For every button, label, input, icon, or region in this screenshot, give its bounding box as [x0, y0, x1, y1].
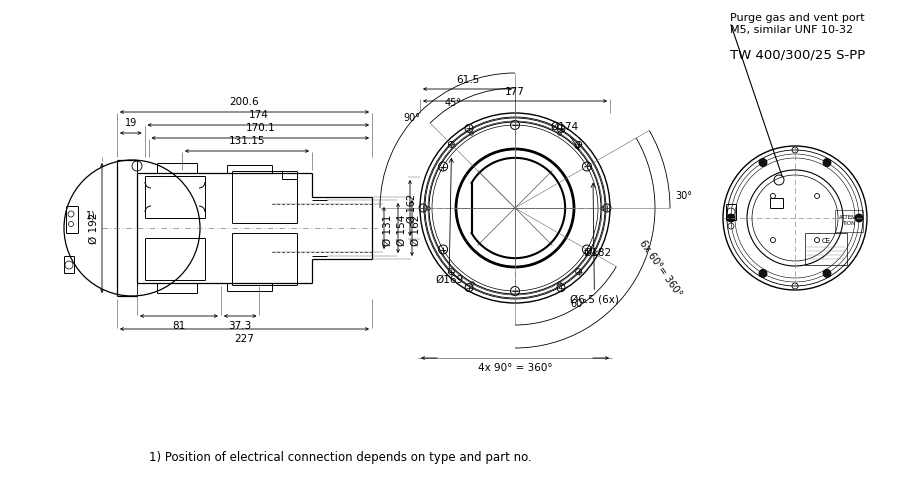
Circle shape — [727, 214, 735, 222]
Text: Ø 162: Ø 162 — [407, 193, 417, 223]
Text: 1): 1) — [86, 211, 96, 221]
Text: Purge gas and vent port: Purge gas and vent port — [730, 13, 864, 23]
Text: 6x 60°= 360°: 6x 60°= 360° — [638, 238, 684, 299]
Text: M5, similar UNF 10-32: M5, similar UNF 10-32 — [730, 25, 853, 35]
Circle shape — [759, 269, 767, 277]
Text: 131.15: 131.15 — [229, 136, 265, 146]
Text: 227: 227 — [235, 334, 255, 344]
Circle shape — [855, 214, 863, 222]
Text: Ø 154: Ø 154 — [397, 214, 407, 246]
Text: Ø174: Ø174 — [550, 122, 579, 150]
Text: ATTEN-
TION: ATTEN- TION — [839, 215, 859, 226]
Text: Ø6.5 (6x): Ø6.5 (6x) — [570, 183, 619, 305]
Text: Ø169: Ø169 — [435, 158, 463, 285]
Text: 37.3: 37.3 — [229, 321, 252, 331]
Bar — [835, 210, 863, 232]
Text: Ø 131: Ø 131 — [383, 214, 393, 246]
Text: 200.6: 200.6 — [229, 97, 259, 107]
Text: CE: CE — [822, 238, 831, 244]
Text: 177: 177 — [505, 87, 525, 97]
Text: 81: 81 — [172, 321, 186, 331]
Text: 170.1: 170.1 — [246, 123, 275, 133]
Text: 30°: 30° — [675, 191, 692, 201]
Text: Ø 162: Ø 162 — [411, 214, 421, 246]
Text: TW 400/300/25 S-PP: TW 400/300/25 S-PP — [730, 48, 865, 61]
Text: Ø 192: Ø 192 — [89, 212, 99, 244]
Text: 19: 19 — [124, 118, 137, 128]
Text: 4x 90° = 360°: 4x 90° = 360° — [478, 363, 552, 373]
Circle shape — [823, 269, 831, 277]
Text: Ø182: Ø182 — [583, 248, 611, 258]
Text: 1) Position of electrical connection depends on type and part no.: 1) Position of electrical connection dep… — [149, 452, 532, 465]
Circle shape — [759, 158, 767, 167]
Text: 45°: 45° — [444, 97, 462, 108]
Text: 90°: 90° — [403, 112, 420, 122]
Bar — [805, 233, 847, 265]
Circle shape — [823, 158, 831, 167]
Text: 61.5: 61.5 — [456, 75, 479, 85]
Text: 60°: 60° — [570, 300, 587, 309]
Text: 174: 174 — [249, 110, 268, 120]
